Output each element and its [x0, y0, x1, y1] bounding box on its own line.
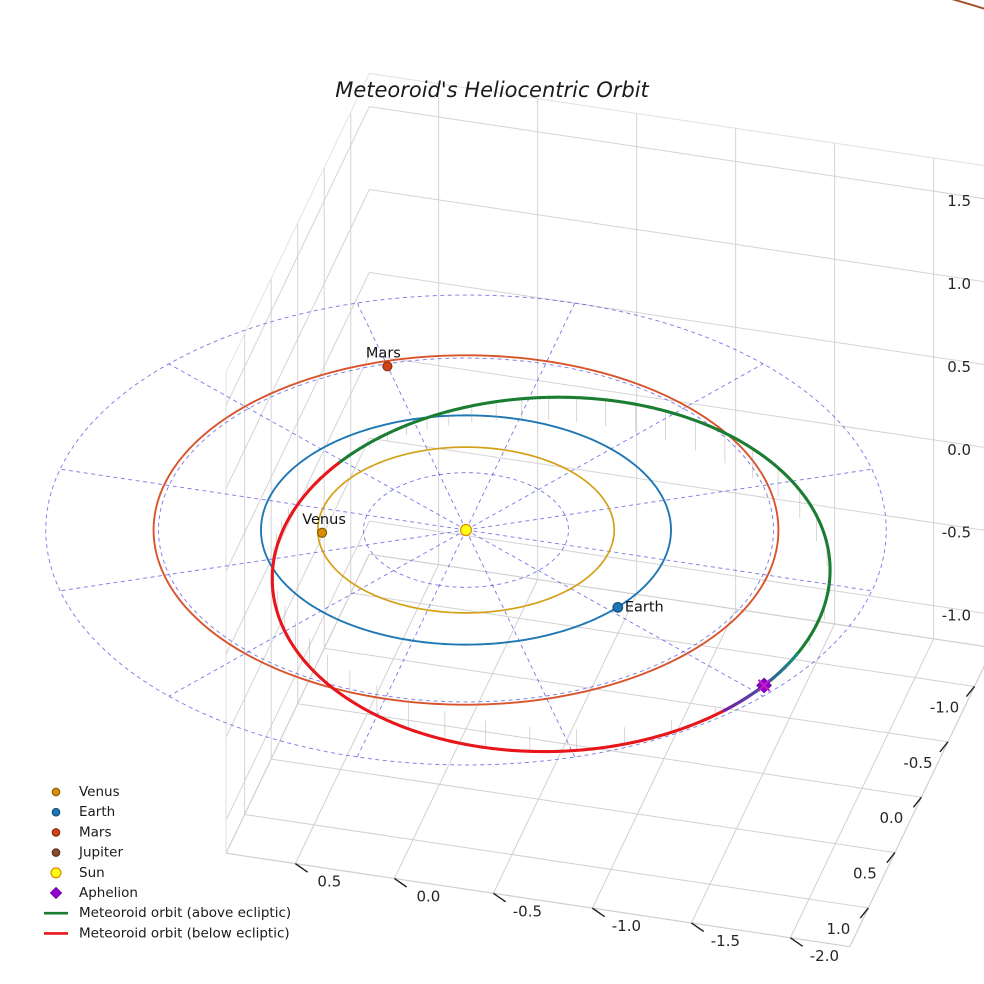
y-axis-0-label: -2.0 — [810, 947, 839, 965]
legend-item-mars[interactable]: Mars — [51, 824, 112, 840]
legend-item-venus[interactable]: Venus — [51, 784, 120, 800]
z-axis-4-label: -0.5 — [942, 524, 971, 542]
legend-marker-circle — [51, 828, 61, 837]
legend-marker-circle — [51, 807, 61, 817]
body-marker-mars — [382, 361, 393, 372]
y-axis-1-tick — [690, 922, 705, 933]
body-marker-earth — [612, 601, 624, 613]
legend-label: Mars — [79, 824, 112, 840]
y-axis-5-label: 0.5 — [317, 873, 341, 891]
legend-item-meteoroid-orbit-below-ecliptic[interactable]: Meteoroid orbit (below ecliptic) — [44, 925, 290, 941]
y-axis-1-label: -1.5 — [711, 932, 740, 950]
body-marker-sun — [459, 523, 473, 537]
legend-item-sun[interactable]: Sun — [50, 865, 105, 881]
body-markers: Venus Earth Mars — [302, 345, 663, 615]
legend-item-jupiter[interactable]: Jupiter — [51, 845, 123, 861]
body-marker-venus — [316, 527, 328, 538]
y-axis-0-tick — [790, 937, 804, 947]
y-axis-3-tick — [492, 892, 507, 903]
z-axis-5-label: -1.0 — [942, 607, 971, 625]
x-axis-3-label: 0.5 — [853, 865, 877, 883]
x-axis-2-label: 0.0 — [880, 809, 904, 827]
x-axis-4-tick — [859, 907, 869, 919]
y-axis-2-label: -1.0 — [612, 917, 641, 935]
x-axis-3-tick — [886, 852, 896, 864]
legend-item-meteoroid-orbit-above-ecliptic[interactable]: Meteoroid orbit (above ecliptic) — [44, 905, 291, 921]
legend-label: Sun — [79, 865, 105, 881]
y-axis-4-tick — [393, 877, 408, 888]
z-axis-3-label: 0.0 — [947, 441, 971, 459]
legend-label: Earth — [79, 804, 115, 820]
x-axis-0-label: -1.0 — [930, 698, 959, 716]
z-axis-1-label: 1.0 — [947, 275, 971, 293]
page-title: Meteoroid's Heliocentric Orbit — [335, 78, 649, 102]
legend-label: Jupiter — [78, 845, 123, 861]
body-label-earth: Earth — [625, 599, 664, 615]
x-axis-0-tick — [965, 686, 976, 698]
x-axis-1-tick — [939, 741, 949, 753]
y-axis-5-tick — [294, 863, 309, 873]
body-label-mars: Mars — [366, 345, 401, 361]
axis-ticks: -1.0 -0.5 0.0 0.5 1.0 -2.0 -1.5 -1.0 -0.5 0.0 0.5 1… — [294, 192, 976, 965]
z-axis-2-label: 0.5 — [947, 358, 971, 376]
legend-label: Meteoroid orbit (above ecliptic) — [79, 905, 291, 921]
legend-label: Venus — [79, 784, 120, 800]
legend-marker-circle — [50, 867, 62, 879]
y-axis-4-label: 0.0 — [416, 887, 440, 905]
z-axis-0-label: 1.5 — [947, 192, 971, 210]
x-axis-1-label: -0.5 — [903, 754, 932, 772]
body-label-venus: Venus — [302, 512, 346, 528]
y-axis-2-tick — [591, 907, 606, 918]
legend-label: Meteoroid orbit (below ecliptic) — [79, 925, 290, 941]
legend-marker-circle — [51, 787, 61, 797]
x-axis-2-tick — [912, 796, 922, 808]
legend-item-aphelion[interactable]: Aphelion — [49, 885, 138, 901]
legend-marker-circle — [51, 848, 61, 857]
legend[interactable]: Venus Earth Mars Jupiter Sun Aphelion Meteoroi… — [44, 784, 291, 941]
aphelion-marker — [756, 677, 772, 694]
y-axis-3-label: -0.5 — [513, 902, 542, 920]
legend-marker-diamond — [49, 886, 63, 900]
x-axis-4-label: 1.0 — [826, 920, 850, 938]
legend-item-earth[interactable]: Earth — [51, 804, 115, 820]
axes-panes — [225, 72, 984, 948]
legend-label: Aphelion — [79, 885, 138, 901]
